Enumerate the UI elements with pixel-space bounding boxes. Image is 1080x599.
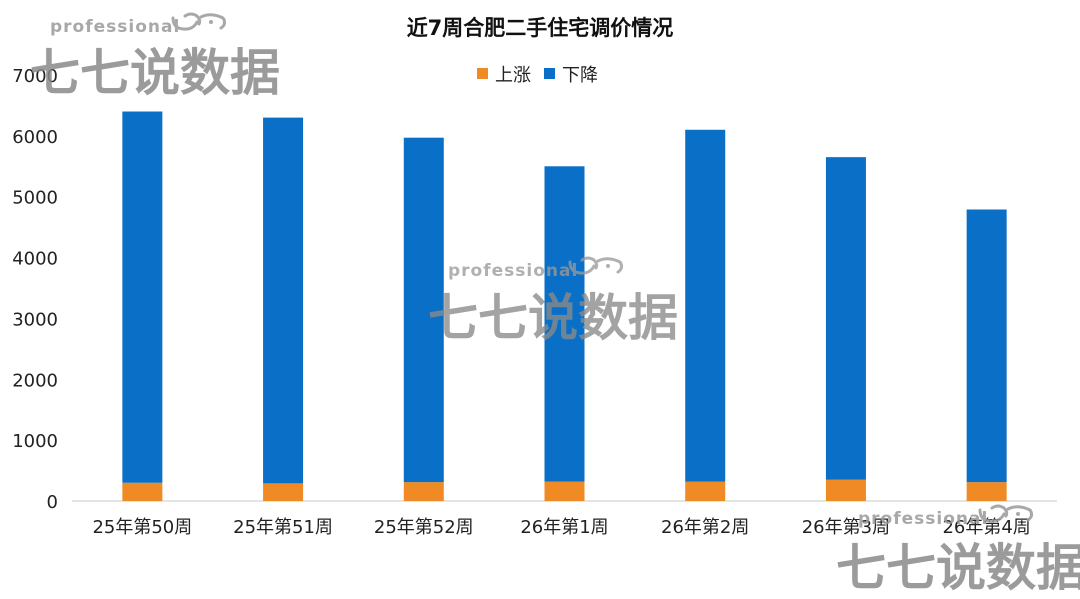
- bar-down: [966, 209, 1007, 483]
- y-tick-label: 3000: [12, 309, 58, 330]
- bar-up: [685, 481, 726, 501]
- bar-down: [122, 111, 163, 483]
- y-tick-label: 6000: [12, 127, 58, 148]
- x-tick-label: 25年第50周: [92, 517, 192, 538]
- legend-label-down: 下降: [562, 65, 598, 86]
- x-axis-ticks: 25年第50周 25年第51周 25年第52周 26年第1周 26年第2周 26年第3周 2…: [92, 517, 1030, 538]
- dog-logo-icon: [171, 12, 227, 31]
- y-tick-label: 0: [47, 492, 58, 513]
- bars: [122, 111, 1007, 501]
- x-tick-label: 25年第51周: [233, 517, 333, 538]
- bar-down: [685, 129, 726, 482]
- y-tick-label: 5000: [12, 188, 58, 209]
- x-tick-label: 26年第4周: [942, 517, 1030, 538]
- y-axis-ticks: 0 1000 2000 3000 4000 5000 6000 7000: [12, 66, 58, 513]
- x-tick-label: 26年第2周: [661, 517, 749, 538]
- watermark-top-left: professional 七七说数据: [30, 12, 280, 102]
- bar-up: [122, 482, 163, 501]
- y-tick-label: 7000: [12, 66, 58, 87]
- bar-down: [825, 157, 866, 480]
- legend-swatch-up: [477, 68, 488, 79]
- watermark-latin: professional: [448, 261, 578, 281]
- dog-logo-icon: [568, 256, 624, 275]
- bar-up: [263, 483, 304, 501]
- watermark-latin: professional: [858, 509, 988, 529]
- bar-down: [403, 137, 444, 483]
- bar-up: [966, 482, 1007, 501]
- watermark-bottom-right: professional 七七说数据: [836, 504, 1080, 597]
- bar-up: [544, 481, 585, 501]
- bar-up: [825, 479, 866, 501]
- x-tick-label: 25年第52周: [374, 517, 474, 538]
- watermark-cjk: 七七说数据: [30, 44, 280, 102]
- legend: 上涨 下降: [477, 65, 598, 86]
- watermark-center: professional 七七说数据: [428, 256, 678, 347]
- chart-title: 近7周合肥二手住宅调价情况: [407, 16, 674, 40]
- watermark-latin: professional: [50, 17, 180, 37]
- watermark-cjk: 七七说数据: [836, 539, 1080, 597]
- bar-down: [263, 117, 304, 484]
- legend-label-up: 上涨: [495, 65, 531, 86]
- legend-swatch-down: [544, 68, 555, 79]
- y-tick-label: 4000: [12, 249, 58, 270]
- bar-down: [544, 166, 585, 482]
- y-tick-label: 2000: [12, 370, 58, 391]
- dog-logo-icon: [978, 504, 1034, 523]
- y-tick-label: 1000: [12, 431, 58, 452]
- x-tick-label: 26年第3周: [802, 517, 890, 538]
- bar-up: [403, 482, 444, 501]
- watermark-cjk: 七七说数据: [428, 289, 678, 347]
- x-tick-label: 26年第1周: [520, 517, 608, 538]
